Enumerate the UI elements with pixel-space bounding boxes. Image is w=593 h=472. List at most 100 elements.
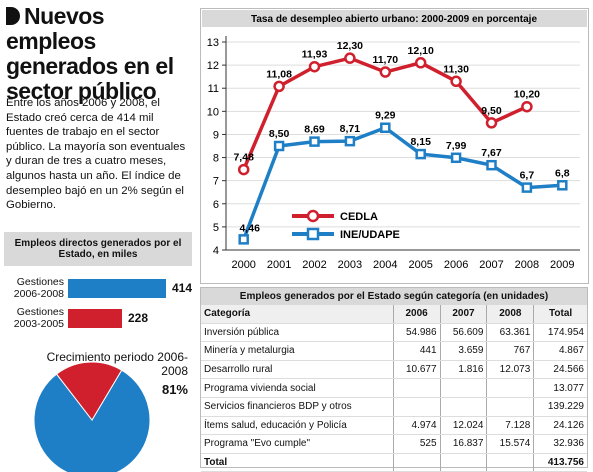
headline-text: Nuevos empleos generados en el sector pú… xyxy=(6,3,174,104)
value-label: 12,30 xyxy=(337,40,363,52)
point xyxy=(308,60,321,73)
panel-header xyxy=(202,10,587,27)
table-cell: 13.077 xyxy=(533,378,587,398)
legend-label: CEDLA xyxy=(340,211,378,223)
table-cell: Ítems salud, educación y Policía xyxy=(201,416,394,436)
value-label: 7,67 xyxy=(481,147,502,159)
table-cell: Programa vivienda social xyxy=(201,378,394,398)
legend-label: INE/UDAPE xyxy=(340,229,400,241)
x-tick-label: 2005 xyxy=(408,259,432,271)
table-cell: Inversión pública xyxy=(201,323,394,343)
table-cell: 139.229 xyxy=(533,397,587,417)
value-label: 6,7 xyxy=(520,170,535,182)
table-cell: 56.609 xyxy=(440,323,488,343)
x-tick-label: 2001 xyxy=(267,259,291,271)
table-cell: Minería y metalurgia xyxy=(201,341,394,361)
column-header: 2008 xyxy=(486,305,535,324)
point xyxy=(414,57,427,69)
table-cell: 4.867 xyxy=(533,341,587,361)
body-text: Entre los años 2006 y 2008, el Estado cr… xyxy=(6,97,186,212)
x-tick-label: 2007 xyxy=(479,259,503,271)
table-cell: 24.566 xyxy=(533,360,587,380)
table-cell: 7.128 xyxy=(486,416,535,436)
value-label: 11,70 xyxy=(372,54,398,66)
value-label: 11,08 xyxy=(266,68,292,80)
table-row: Programa "Evo cumple" 525 16.837 15.574 32.9… xyxy=(201,434,587,454)
value-label: 9,29 xyxy=(375,110,396,122)
bar-value: 414 xyxy=(172,281,193,295)
bar-chart: Gestiones 2006-2008 414 Gestiones 2003-200… xyxy=(4,276,192,336)
y-tick-label: 10 xyxy=(207,106,219,118)
value-label: 7,99 xyxy=(446,140,467,152)
point xyxy=(379,66,392,78)
line-chart: Tasa de desempleo abierto urbano: 2000-2… xyxy=(200,8,589,284)
table-cell: 10.677 xyxy=(393,360,441,380)
point xyxy=(344,52,356,64)
header-row: Categoría 2006 2007 2008 Total xyxy=(201,305,587,324)
table-cell xyxy=(440,453,488,472)
point xyxy=(486,159,497,171)
column-header: Categoría xyxy=(201,305,394,324)
value-label: 11,30 xyxy=(443,63,469,75)
y-tick-label: 4 xyxy=(213,245,219,257)
table-cell: 63.361 xyxy=(486,323,535,343)
table-cell xyxy=(393,397,441,417)
y-tick-label: 8 xyxy=(213,153,219,165)
point xyxy=(450,152,462,164)
table-cell: Total xyxy=(201,453,394,472)
bullet xyxy=(6,7,20,25)
column-header: Total xyxy=(533,305,587,324)
table-cell: 3.659 xyxy=(440,341,488,361)
y-tick-label: 13 xyxy=(207,37,219,49)
table-cell: 767 xyxy=(486,341,535,361)
table-cell: 413.756 xyxy=(533,453,587,472)
point xyxy=(237,163,250,176)
table-row: Minería y metalurgia 441 3.659 767 4.867 xyxy=(201,341,587,361)
table-cell: Desarrollo rural xyxy=(201,360,394,380)
table-title: Empleos generados por el Estado según ca… xyxy=(201,288,587,305)
y-tick-label: 11 xyxy=(208,83,219,95)
value-label: 7,48 xyxy=(233,152,254,164)
value-label: 8,50 xyxy=(269,128,290,140)
x-tick-label: 2008 xyxy=(515,259,539,271)
table-cell: 441 xyxy=(393,341,441,361)
point xyxy=(521,100,533,113)
table-cell: 12.073 xyxy=(486,360,535,380)
table-cell: 24.126 xyxy=(533,416,587,436)
value-label: 8,69 xyxy=(304,124,325,136)
table-cell: 12.024 xyxy=(440,416,488,436)
bar xyxy=(68,279,166,298)
value-label: 6,8 xyxy=(555,167,570,179)
value-label: 9,50 xyxy=(481,105,502,117)
pie-value-label: 81% xyxy=(161,382,188,397)
bar-chart-title: Empleos directos generados por el Estado… xyxy=(4,232,192,266)
x-tick-label: 2002 xyxy=(302,259,326,271)
table-cell: 32.936 xyxy=(533,434,587,454)
pie-slice xyxy=(55,361,123,421)
table-cell xyxy=(486,378,535,398)
point xyxy=(309,136,320,147)
value-label: 11,93 xyxy=(302,49,328,61)
line-chart-title: Tasa de desempleo abierto urbano: 2000-2… xyxy=(251,14,537,25)
table-cell: Servicios financieros BDP y otros xyxy=(201,397,394,417)
x-tick-label: 2006 xyxy=(444,259,468,271)
column-header: 2007 xyxy=(440,305,488,324)
bar xyxy=(68,309,122,328)
table-cell: 525 xyxy=(393,434,441,454)
table-cell xyxy=(440,397,488,417)
y-tick-label: 7 xyxy=(213,176,219,188)
value-label: 4,46 xyxy=(239,222,260,234)
column-header: 2006 xyxy=(393,305,441,324)
table-cell: Programa "Evo cumple" xyxy=(201,434,394,454)
x-tick-label: 2000 xyxy=(231,259,255,271)
pie-title: Crecimiento periodo 2006-2008 xyxy=(46,350,188,378)
x-tick-label: 2009 xyxy=(550,259,574,271)
value-label: 10,20 xyxy=(514,89,540,101)
pie-chart xyxy=(33,361,151,472)
y-tick-label: 12 xyxy=(207,60,219,72)
legend-marker xyxy=(306,209,320,223)
legend-marker xyxy=(306,227,320,241)
table-cell xyxy=(393,453,441,472)
table-cell: 16.837 xyxy=(440,434,488,454)
point xyxy=(344,135,356,147)
